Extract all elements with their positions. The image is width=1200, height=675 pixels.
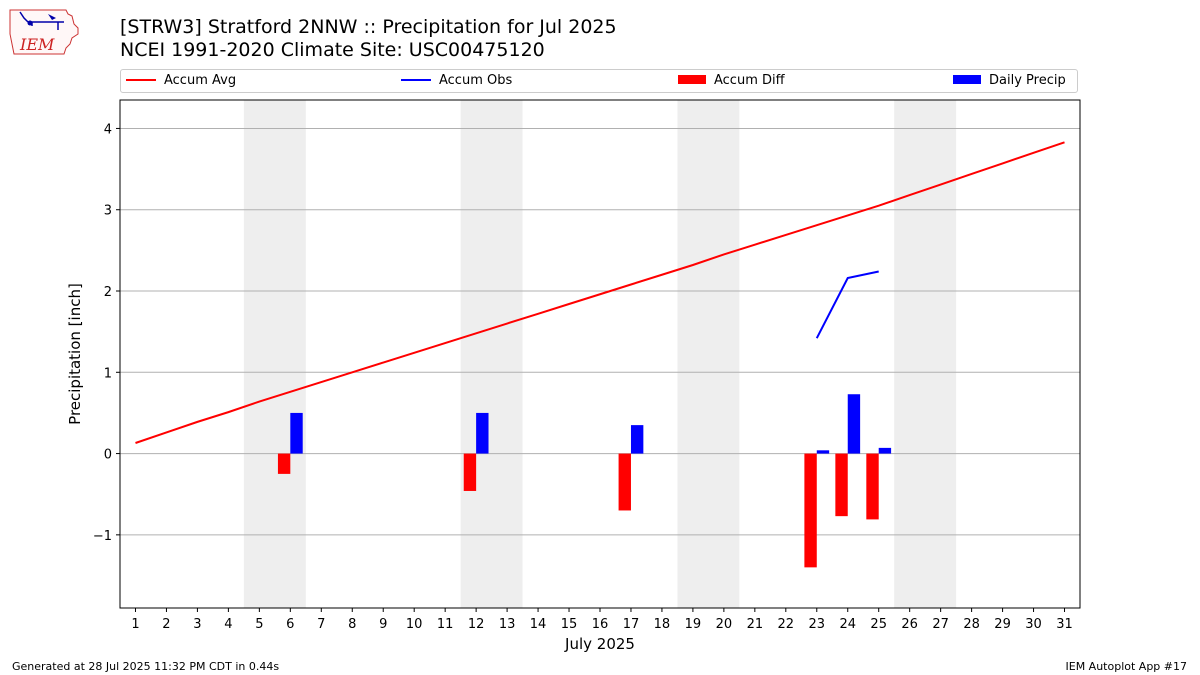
legend-daily-precip: Daily Precip bbox=[953, 73, 1066, 88]
line-accum-avg bbox=[135, 141, 1065, 444]
xtick-label-30: 31 bbox=[1056, 617, 1073, 632]
bar-accum-diff-25 bbox=[866, 453, 879, 520]
x-axis-label: July 2025 bbox=[564, 635, 635, 653]
legend-daily-precip-swatch bbox=[953, 75, 981, 84]
iowa-map-icon: IEM bbox=[9, 9, 79, 55]
legend-daily-precip-label: Daily Precip bbox=[989, 73, 1066, 88]
xtick-label-4: 5 bbox=[255, 617, 263, 632]
xtick-label-25: 26 bbox=[901, 617, 918, 632]
bar-daily-precip-24 bbox=[847, 394, 861, 454]
xtick-label-3: 4 bbox=[224, 617, 232, 632]
bar-accum-diff-24 bbox=[835, 453, 848, 517]
xtick-label-13: 14 bbox=[530, 617, 547, 632]
footer-app: IEM Autoplot App #17 bbox=[1065, 660, 1188, 673]
xtick-label-18: 19 bbox=[685, 617, 702, 632]
bar-accum-diff-23 bbox=[804, 453, 817, 568]
ytick-label-0: −1 bbox=[93, 529, 112, 544]
ytick-label-3: 2 bbox=[104, 285, 112, 300]
xtick-label-2: 3 bbox=[193, 617, 201, 632]
xtick-label-29: 30 bbox=[1025, 617, 1042, 632]
chart-subtitle: NCEI 1991-2020 Climate Site: USC00475120 bbox=[120, 39, 545, 61]
legend-accum-obs: Accum Obs bbox=[401, 73, 512, 88]
legend-accum-obs-label: Accum Obs bbox=[439, 73, 513, 88]
xtick-label-27: 28 bbox=[963, 617, 980, 632]
xtick-label-0: 1 bbox=[131, 617, 139, 632]
bar-accum-diff-17 bbox=[618, 453, 631, 511]
xtick-label-1: 2 bbox=[162, 617, 170, 632]
bar-daily-precip-25 bbox=[878, 447, 892, 454]
chart-title: [STRW3] Stratford 2NNW :: Precipitation … bbox=[120, 16, 617, 38]
xtick-label-11: 12 bbox=[468, 617, 485, 632]
y-axis-label: Precipitation [inch] bbox=[66, 283, 84, 425]
legend-accum-avg: Accum Avg bbox=[126, 73, 236, 88]
ytick-label-4: 3 bbox=[104, 204, 112, 219]
bar-daily-precip-6 bbox=[290, 412, 303, 454]
legend-accum-avg-swatch bbox=[126, 78, 156, 81]
logo-text: IEM bbox=[19, 35, 55, 54]
legend-accum-avg-label: Accum Avg bbox=[164, 73, 237, 88]
xtick-label-6: 7 bbox=[317, 617, 325, 632]
xtick-label-10: 11 bbox=[437, 617, 454, 632]
xtick-label-17: 18 bbox=[654, 617, 671, 632]
xtick-label-23: 24 bbox=[839, 617, 856, 632]
xtick-label-16: 17 bbox=[623, 617, 640, 632]
iem-logo: IEM bbox=[6, 4, 82, 60]
legend-accum-diff-swatch bbox=[678, 75, 706, 84]
xtick-label-12: 13 bbox=[499, 617, 516, 632]
line-accum-obs bbox=[815, 270, 879, 339]
bar-daily-precip-23 bbox=[816, 450, 830, 454]
bar-accum-diff-12 bbox=[463, 453, 477, 491]
bar-accum-diff-6 bbox=[277, 453, 291, 474]
weekend-span-0 bbox=[243, 100, 306, 608]
bar-daily-precip-12 bbox=[476, 412, 489, 454]
ytick-label-1: 0 bbox=[104, 448, 112, 463]
xtick-label-8: 9 bbox=[379, 617, 387, 632]
xtick-label-24: 25 bbox=[870, 617, 887, 632]
weekend-span-2 bbox=[677, 100, 740, 608]
legend-accum-diff-label: Accum Diff bbox=[714, 73, 785, 88]
legend: Accum Avg Accum Obs Accum Diff Daily Pre… bbox=[120, 69, 1078, 93]
xtick-label-26: 27 bbox=[932, 617, 949, 632]
weekend-span-1 bbox=[460, 100, 523, 608]
ytick-label-2: 1 bbox=[104, 366, 112, 381]
xtick-label-20: 21 bbox=[747, 617, 764, 632]
legend-accum-diff: Accum Diff bbox=[678, 73, 785, 88]
xtick-label-19: 20 bbox=[716, 617, 733, 632]
xtick-label-14: 15 bbox=[561, 617, 578, 632]
xtick-label-7: 8 bbox=[348, 617, 356, 632]
xtick-label-21: 22 bbox=[778, 617, 795, 632]
xtick-label-28: 29 bbox=[994, 617, 1011, 632]
bars bbox=[277, 394, 892, 568]
ytick-label-5: 4 bbox=[104, 122, 112, 137]
weekend-span-3 bbox=[894, 100, 957, 608]
xtick-label-22: 23 bbox=[809, 617, 826, 632]
weekend-shading bbox=[243, 100, 957, 608]
xtick-label-9: 10 bbox=[406, 617, 423, 632]
xtick-label-5: 6 bbox=[286, 617, 294, 632]
legend-accum-obs-swatch bbox=[401, 78, 431, 81]
bar-daily-precip-17 bbox=[630, 425, 644, 454]
series-lines bbox=[135, 141, 1065, 444]
footer-generated: Generated at 28 Jul 2025 11:32 PM CDT in… bbox=[12, 660, 280, 673]
xtick-label-15: 16 bbox=[592, 617, 609, 632]
